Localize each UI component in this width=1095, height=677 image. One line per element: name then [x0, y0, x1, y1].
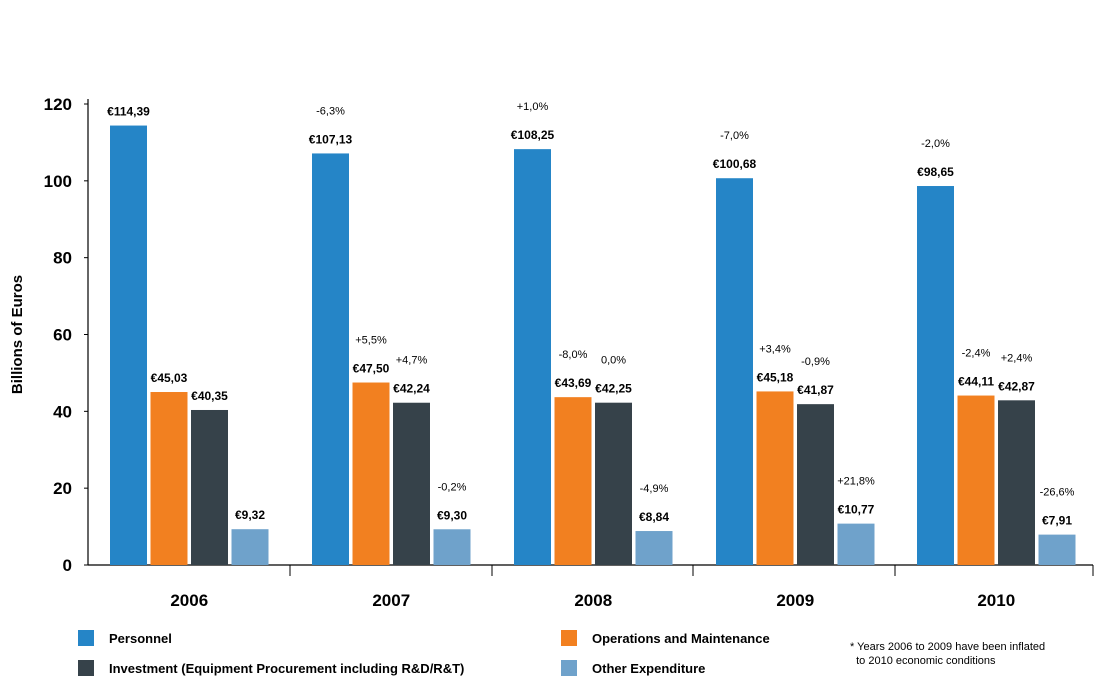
y-tick-label: 100: [44, 172, 72, 191]
bar: [957, 395, 995, 565]
change-label: -7,0%: [720, 130, 749, 142]
change-label: -8,0%: [559, 349, 588, 361]
value-label: €42,87: [998, 379, 1035, 393]
value-label: €9,32: [235, 508, 265, 522]
legend-label: Operations and Maintenance: [592, 631, 770, 646]
change-label: -4,9%: [640, 483, 669, 495]
value-label: €98,65: [917, 165, 954, 179]
value-label: €42,24: [393, 382, 430, 396]
bar: [312, 153, 349, 565]
change-label: +21,8%: [837, 476, 875, 488]
bar: [635, 531, 673, 565]
value-label: €44,11: [958, 375, 994, 389]
change-label: -0,2%: [438, 481, 467, 493]
change-label: +3,4%: [759, 343, 791, 355]
value-label: €9,30: [437, 508, 467, 522]
change-label: -6,3%: [316, 105, 345, 117]
legend-label: Other Expenditure: [592, 661, 705, 676]
legend-swatch: [78, 660, 94, 676]
value-label: €40,35: [191, 389, 228, 403]
change-label: -26,6%: [1040, 487, 1075, 499]
legend-swatch: [561, 660, 577, 676]
y-axis-label: Billions of Euros: [9, 275, 26, 394]
footnote: * Years 2006 to 2009 have been inflated …: [850, 641, 1046, 667]
y-tick-label: 40: [53, 402, 72, 421]
bar: [595, 402, 632, 565]
value-label: €107,13: [309, 132, 353, 146]
bar: [917, 186, 954, 565]
legend-swatch: [78, 630, 94, 646]
value-label: €41,87: [797, 383, 834, 397]
legend-swatch: [561, 630, 577, 646]
bar: [352, 382, 390, 565]
x-tick-label: 2007: [372, 591, 410, 610]
bar: [514, 149, 551, 565]
value-label: €45,18: [757, 370, 794, 384]
bar: [150, 392, 188, 565]
value-label: €42,25: [595, 382, 632, 396]
bar: [231, 529, 269, 565]
bar: [110, 125, 147, 565]
bar: [191, 409, 228, 565]
change-label: +5,5%: [355, 335, 387, 347]
change-label: +1,0%: [517, 101, 549, 113]
value-label: €114,39: [107, 105, 150, 119]
bar: [554, 397, 592, 565]
y-tick-label: 0: [63, 556, 72, 575]
y-tick-label: 20: [53, 479, 72, 498]
value-label: €45,03: [151, 371, 188, 385]
bar: [433, 529, 471, 565]
x-tick-label: 2010: [977, 591, 1015, 610]
x-tick-label: 2008: [574, 591, 612, 610]
bar: [1038, 534, 1076, 565]
legend-label: Investment (Equipment Procurement includ…: [109, 661, 464, 676]
change-label: -2,0%: [921, 138, 950, 150]
y-tick-label: 120: [44, 95, 72, 114]
y-tick-label: 60: [53, 326, 72, 345]
bar: [837, 523, 875, 565]
value-label: €100,68: [713, 157, 757, 171]
change-label: +2,4%: [1001, 352, 1033, 364]
value-label: €7,91: [1042, 514, 1072, 528]
bar: [756, 391, 794, 565]
value-label: €108,25: [511, 128, 555, 142]
value-label: €47,50: [353, 362, 390, 376]
bar: [797, 404, 834, 565]
value-label: €43,69: [555, 376, 592, 390]
change-label: -0,9%: [801, 356, 830, 368]
legend-label: Personnel: [109, 631, 172, 646]
change-label: 0,0%: [601, 355, 626, 367]
change-label: -2,4%: [962, 348, 991, 360]
x-tick-label: 2006: [170, 591, 208, 610]
y-tick-label: 80: [53, 249, 72, 268]
value-label: €8,84: [639, 510, 669, 524]
bar: [998, 400, 1035, 565]
value-label: €10,77: [838, 503, 875, 517]
x-tick-label: 2009: [776, 591, 814, 610]
change-label: +4,7%: [396, 355, 428, 367]
bar: [716, 178, 753, 565]
bar: [393, 402, 430, 565]
